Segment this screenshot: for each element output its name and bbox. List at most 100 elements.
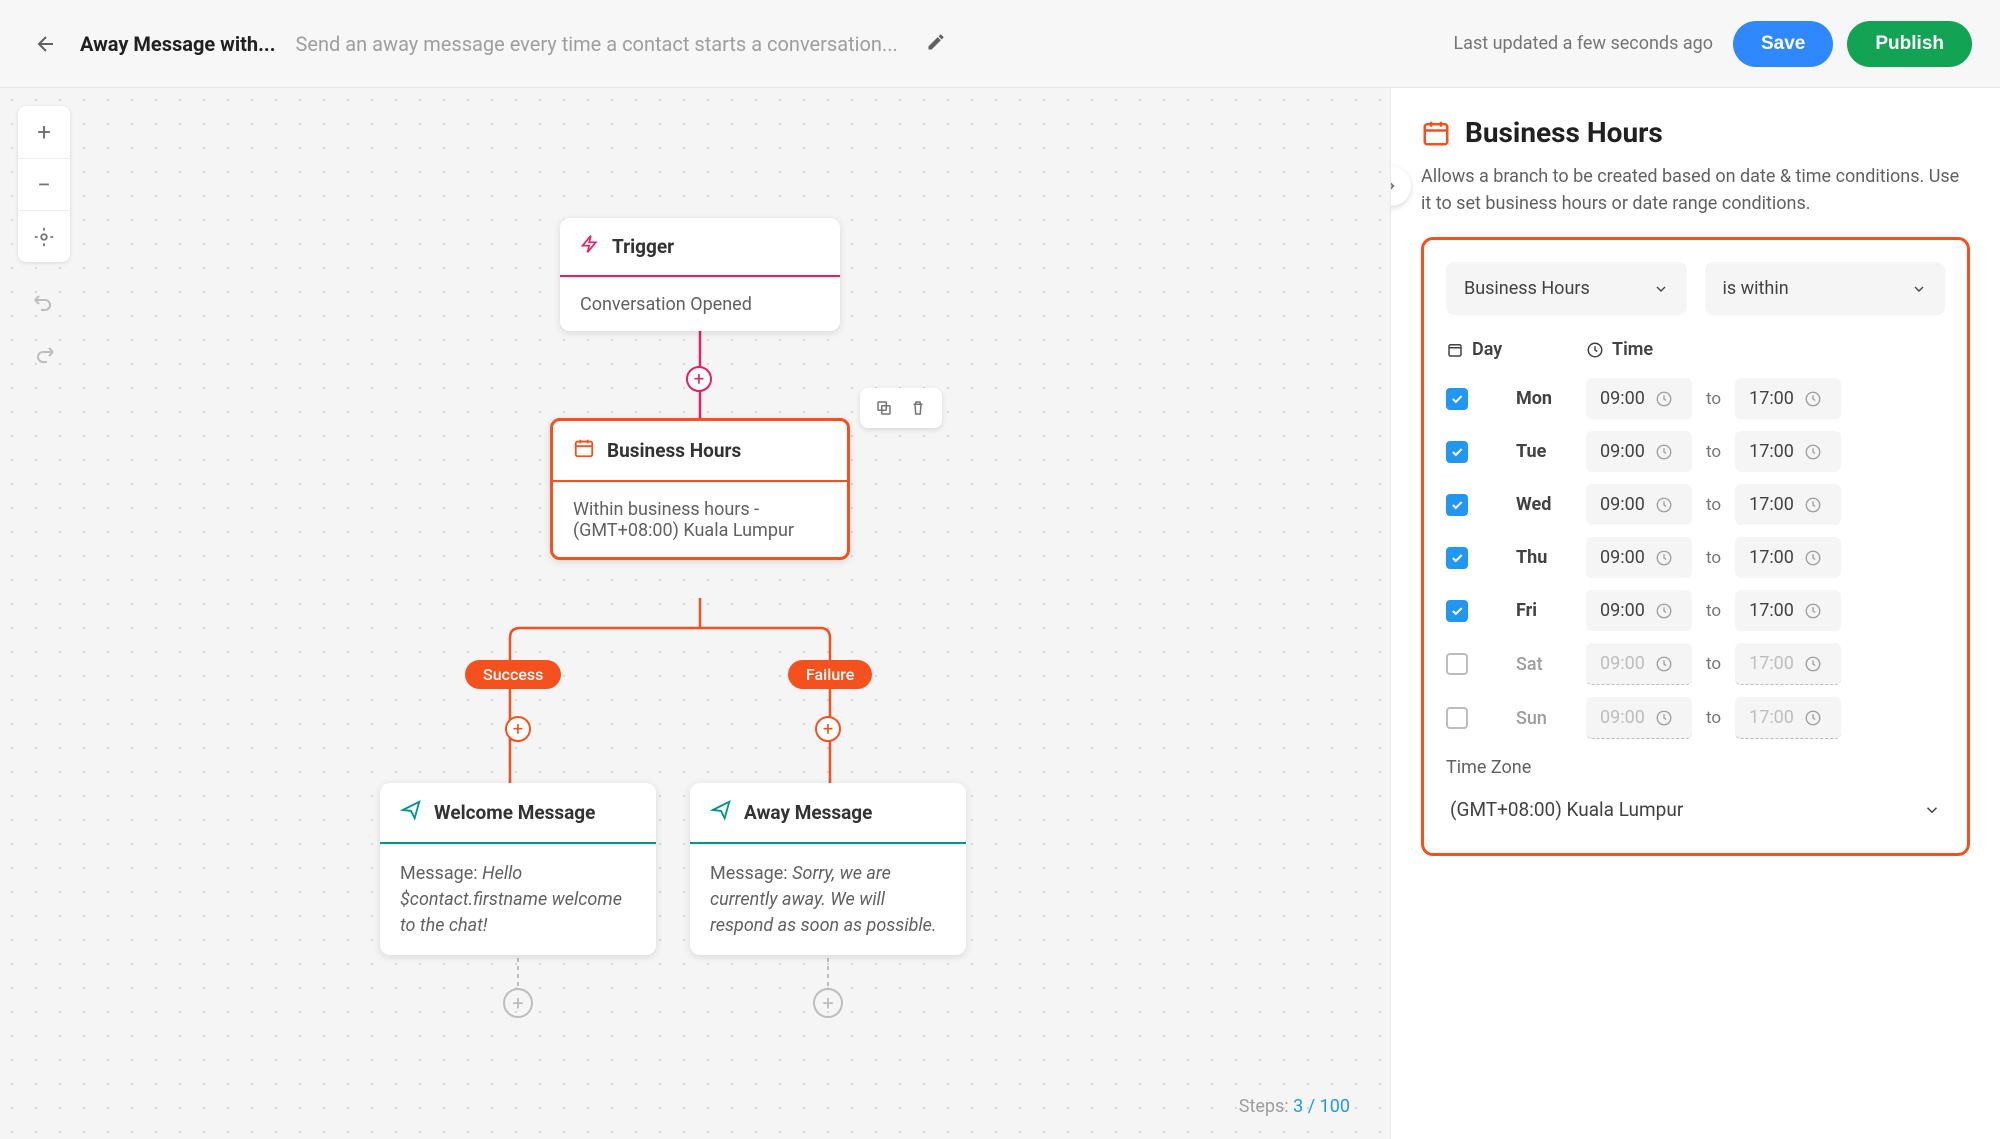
time-to-input: 17:00 (1735, 697, 1841, 739)
trigger-node[interactable]: Trigger Conversation Opened (560, 218, 840, 331)
day-label: Thu (1516, 547, 1586, 568)
away-message-node[interactable]: Away Message Message: Sorry, we are curr… (690, 783, 966, 955)
calendar-small-icon (1446, 341, 1464, 359)
time-to-input[interactable]: 17:00 (1735, 590, 1841, 631)
config-panel: Business Hours is within Day Time (1421, 237, 1970, 856)
welcome-message-node[interactable]: Welcome Message Message: Hello $contact.… (380, 783, 656, 955)
title-area: Away Message with... Send an away messag… (80, 32, 1453, 56)
business-hours-node[interactable]: Business Hours Within business hours - (… (550, 418, 850, 560)
delete-icon[interactable] (904, 394, 932, 422)
config-sidebar: Business Hours Allows a branch to be cre… (1390, 88, 2000, 1139)
timezone-label: Time Zone (1446, 757, 1945, 778)
failure-label: Failure (788, 660, 872, 689)
day-label: Wed (1516, 494, 1586, 515)
away-body: Message: Sorry, we are currently away. W… (690, 844, 966, 955)
time-from-input[interactable]: 09:00 (1586, 484, 1692, 525)
trigger-title: Trigger (612, 235, 674, 258)
last-updated-label: Last updated a few seconds ago (1453, 33, 1713, 54)
calendar-icon (1421, 118, 1451, 148)
calendar-icon (573, 437, 595, 464)
time-to-input[interactable]: 17:00 (1735, 537, 1841, 578)
day-label: Fri (1516, 600, 1586, 621)
time-from-input: 09:00 (1586, 697, 1692, 739)
add-step-button[interactable]: + (815, 716, 841, 742)
time-from-input[interactable]: 09:00 (1586, 537, 1692, 578)
day-row: Mon09:00 to 17:00 (1446, 378, 1945, 419)
time-from-input[interactable]: 09:00 (1586, 590, 1692, 631)
to-label: to (1706, 495, 1721, 515)
undo-button[interactable] (18, 276, 70, 328)
to-label: to (1706, 548, 1721, 568)
node-actions (860, 388, 942, 428)
workflow-title: Away Message with... (80, 32, 276, 56)
day-label: Mon (1516, 388, 1586, 409)
canvas-toolbar: + − (18, 106, 70, 394)
day-label: Tue (1516, 441, 1586, 462)
zoom-out-button[interactable]: − (18, 158, 70, 210)
time-to-input[interactable]: 17:00 (1735, 378, 1841, 419)
day-column-header: Day (1472, 339, 1502, 360)
day-row: Thu09:00 to 17:00 (1446, 537, 1945, 578)
to-label: to (1706, 601, 1721, 621)
day-row: Sun09:00 to 17:00 (1446, 697, 1945, 739)
away-title: Away Message (744, 801, 872, 824)
publish-button[interactable]: Publish (1847, 21, 1972, 67)
time-from-input[interactable]: 09:00 (1586, 431, 1692, 472)
chevron-down-icon (1653, 281, 1669, 297)
time-to-input[interactable]: 17:00 (1735, 484, 1841, 525)
lightning-icon (580, 234, 600, 259)
bh-body: Within business hours - (GMT+08:00) Kual… (553, 482, 847, 557)
workflow-subtitle: Send an away message every time a contac… (296, 32, 898, 56)
add-step-button[interactable]: + (505, 716, 531, 742)
success-label: Success (465, 660, 561, 689)
add-step-button[interactable]: + (686, 366, 712, 392)
day-row: Tue09:00 to 17:00 (1446, 431, 1945, 472)
add-step-button[interactable]: + (503, 988, 533, 1018)
day-checkbox[interactable] (1446, 388, 1468, 410)
day-checkbox[interactable] (1446, 707, 1468, 729)
sidebar-title: Business Hours (1465, 116, 1663, 149)
back-button[interactable] (28, 26, 64, 62)
timezone-select[interactable]: (GMT+08:00) Kuala Lumpur (1446, 788, 1945, 831)
chevron-down-icon (1923, 801, 1941, 819)
send-icon (710, 799, 732, 826)
send-icon (400, 799, 422, 826)
redo-button[interactable] (18, 328, 70, 380)
app-header: Away Message with... Send an away messag… (0, 0, 2000, 88)
to-label: to (1706, 442, 1721, 462)
time-from-input[interactable]: 09:00 (1586, 378, 1692, 419)
trigger-body: Conversation Opened (560, 277, 840, 331)
collapse-sidebar-button[interactable] (1390, 166, 1411, 206)
day-label: Sat (1516, 654, 1586, 675)
condition-type-select[interactable]: Business Hours (1446, 262, 1687, 315)
day-row: Fri09:00 to 17:00 (1446, 590, 1945, 631)
day-checkbox[interactable] (1446, 547, 1468, 569)
zoom-in-button[interactable]: + (18, 106, 70, 158)
welcome-body: Message: Hello $contact.firstname welcom… (380, 844, 656, 955)
duplicate-icon[interactable] (870, 394, 898, 422)
add-step-button[interactable]: + (813, 988, 843, 1018)
welcome-title: Welcome Message (434, 801, 595, 824)
chevron-down-icon (1911, 281, 1927, 297)
to-label: to (1706, 654, 1721, 674)
time-column-header: Time (1612, 339, 1653, 360)
day-row: Sat09:00to17:00 (1446, 643, 1945, 685)
workflow-canvas[interactable]: + − (0, 88, 1390, 1139)
day-checkbox[interactable] (1446, 441, 1468, 463)
day-checkbox[interactable] (1446, 653, 1468, 675)
edit-icon[interactable] (926, 32, 946, 56)
day-row: Wed09:00 to 17:00 (1446, 484, 1945, 525)
day-label: Sun (1516, 708, 1586, 729)
fit-view-button[interactable] (18, 210, 70, 262)
condition-op-select[interactable]: is within (1705, 262, 1946, 315)
time-to-input[interactable]: 17:00 (1735, 431, 1841, 472)
time-from-input: 09:00 (1586, 643, 1692, 685)
to-label: to (1706, 389, 1721, 409)
save-button[interactable]: Save (1733, 21, 1833, 67)
day-checkbox[interactable] (1446, 494, 1468, 516)
day-checkbox[interactable] (1446, 600, 1468, 622)
sidebar-description: Allows a branch to be created based on d… (1421, 163, 1970, 217)
steps-counter: Steps: 3 / 100 (1239, 1096, 1350, 1117)
to-label: to (1706, 708, 1721, 728)
bh-title: Business Hours (607, 439, 741, 462)
